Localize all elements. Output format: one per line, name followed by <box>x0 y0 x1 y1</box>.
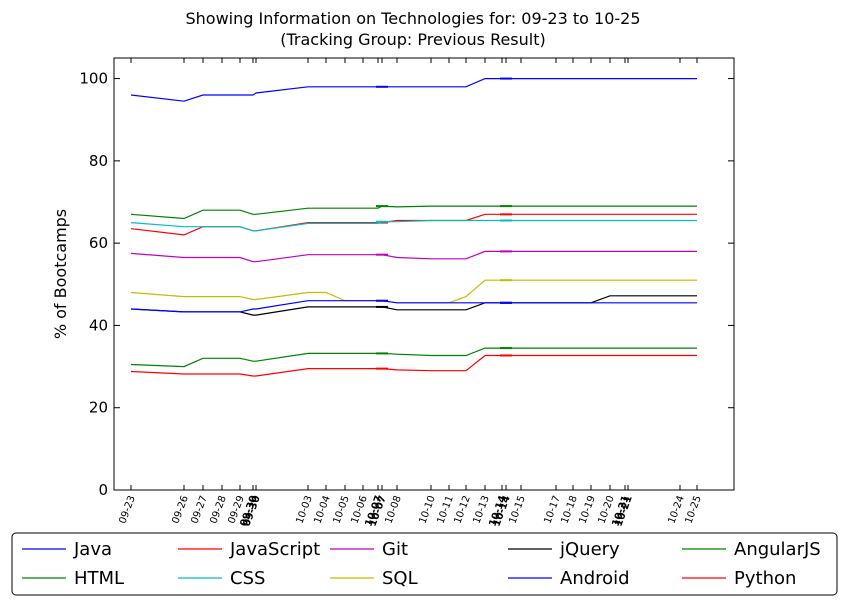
series-line-css <box>130 219 697 232</box>
plot-area-frame <box>113 57 735 491</box>
x-tick-label: 10-18 <box>560 494 580 525</box>
x-tick-label: 10-04 <box>313 494 333 525</box>
series-line-git <box>130 250 697 263</box>
legend-label-css: CSS <box>230 568 265 589</box>
y-tick-label: 100 <box>79 70 108 88</box>
legend-box <box>11 532 838 596</box>
y-axis-label: % of Bootcamps <box>51 209 70 339</box>
legend-label-java: Java <box>73 539 112 560</box>
legend-label-android: Android <box>560 568 630 589</box>
y-axis: 0 20 40 60 80 100 <box>79 70 734 499</box>
chart-subtitle: (Tracking Group: Previous Result) <box>280 30 546 49</box>
y-tick-label: 40 <box>89 316 108 334</box>
legend-label-git: Git <box>382 539 408 560</box>
x-tick-label: 10-19 <box>578 494 598 525</box>
series-line-jquery <box>130 295 697 316</box>
series-line-javascript <box>130 213 697 236</box>
y-tick-label: 80 <box>89 152 108 170</box>
series-line-java <box>130 77 697 102</box>
y-tick-label: 20 <box>89 399 108 417</box>
series-line-python <box>130 354 697 377</box>
legend-label-python: Python <box>734 568 796 589</box>
series-line-android <box>130 300 697 313</box>
y-tick-label: 60 <box>89 234 108 252</box>
x-tick-label: 09-23 <box>118 494 138 525</box>
x-tick-label: 10-12 <box>453 494 473 525</box>
legend: Java HTML JavaScript CSS Git SQL jQuery Android… <box>11 532 838 596</box>
legend-label-javascript: JavaScript <box>229 539 320 560</box>
x-tick-label: 09-27 <box>190 494 210 525</box>
legend-label-sql: SQL <box>382 568 418 589</box>
legend-label-html: HTML <box>74 568 124 589</box>
x-tick-label: 10-03 <box>295 494 315 525</box>
legend-label-angularjs: AngularJS <box>734 539 821 560</box>
series-line-sql <box>130 279 697 304</box>
x-tick-label: 09-26 <box>171 494 191 525</box>
series-layer <box>130 77 697 377</box>
x-tick-label: 10-25 <box>684 494 704 525</box>
chart-title: Showing Information on Technologies for:… <box>186 9 641 28</box>
series-line-angularjs <box>130 347 697 368</box>
x-tick-label: 10-05 <box>332 494 352 525</box>
x-tick-label: 10-10 <box>418 494 438 525</box>
x-tick-label: 09-28 <box>209 494 229 525</box>
legend-label-jquery: jQuery <box>559 539 620 560</box>
y-tick-label: 0 <box>98 481 108 499</box>
series-line-html <box>130 205 697 220</box>
